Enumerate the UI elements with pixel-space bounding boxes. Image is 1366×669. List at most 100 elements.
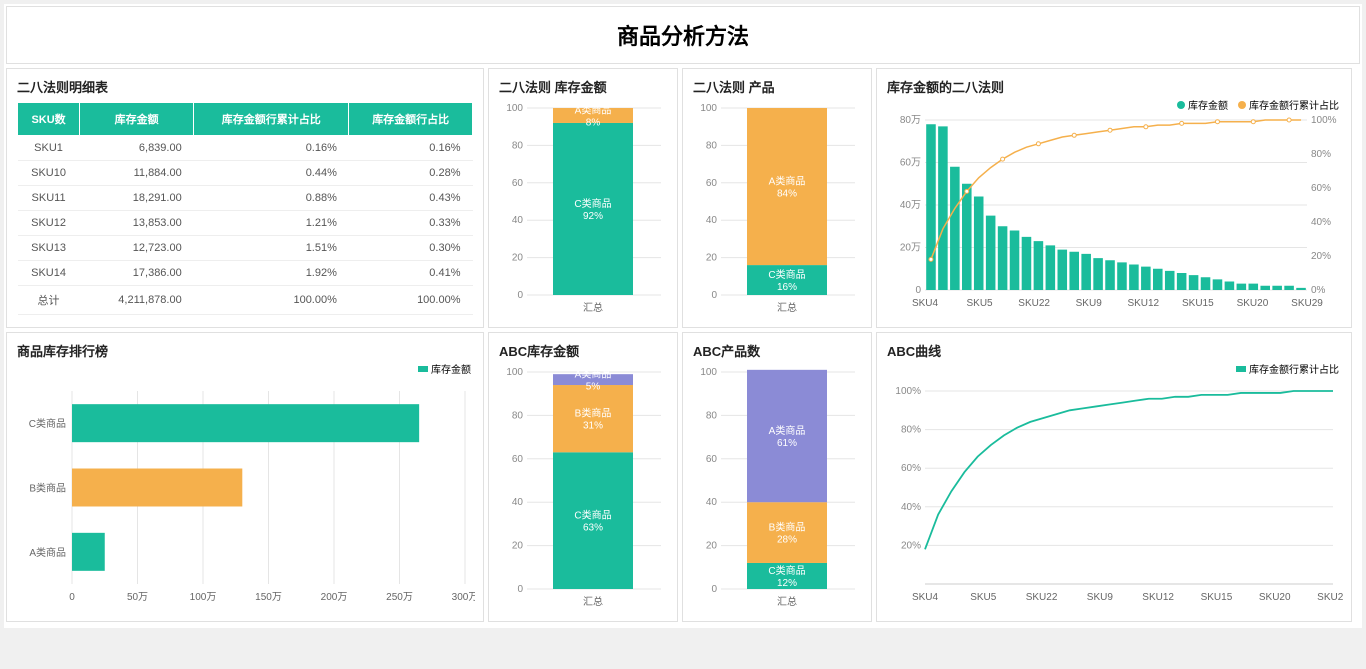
- stacked28-inv-card: 二八法则 库存金额 020406080100C类商品92%A类商品8%汇总: [488, 68, 678, 328]
- svg-text:61%: 61%: [777, 438, 797, 449]
- svg-text:100: 100: [506, 367, 523, 378]
- table-row: SKU1213,853.001.21%0.33%: [18, 211, 473, 236]
- abc-inv-title: ABC库存金额: [499, 341, 667, 360]
- pareto-title: 库存金额的二八法则: [887, 77, 1341, 96]
- svg-text:92%: 92%: [583, 211, 603, 222]
- svg-text:SKU15: SKU15: [1182, 298, 1214, 309]
- svg-text:20%: 20%: [1311, 251, 1331, 262]
- hbar-card: 商品库存排行榜 库存金额 050万100万150万200万250万300万C类商…: [6, 332, 484, 622]
- svg-text:40: 40: [706, 497, 718, 508]
- svg-text:SKU9: SKU9: [1087, 592, 1114, 603]
- svg-text:A类商品: A类商品: [29, 546, 66, 559]
- stacked28-prod-card: 二八法则 产品 020406080100C类商品16%A类商品84%汇总: [682, 68, 872, 328]
- svg-text:84%: 84%: [777, 189, 797, 200]
- table-row: SKU1417,386.001.92%0.41%: [18, 261, 473, 286]
- svg-text:SKU12: SKU12: [1142, 592, 1174, 603]
- svg-text:A类商品: A类商品: [575, 103, 612, 116]
- svg-text:8%: 8%: [586, 117, 601, 128]
- svg-text:B类商品: B类商品: [575, 407, 612, 420]
- svg-text:汇总: 汇总: [583, 595, 603, 608]
- svg-text:60%: 60%: [1311, 183, 1331, 194]
- svg-text:100%: 100%: [1311, 115, 1337, 126]
- table-card: 二八法则明细表 SKU数库存金额库存金额行累计占比库存金额行占比 SKU16,8…: [6, 68, 484, 328]
- svg-text:16%: 16%: [777, 282, 797, 293]
- svg-text:20: 20: [706, 541, 718, 552]
- svg-text:28%: 28%: [777, 535, 797, 546]
- stacked28-inv-title: 二八法则 库存金额: [499, 77, 667, 96]
- svg-text:20: 20: [706, 253, 718, 264]
- svg-text:12%: 12%: [777, 578, 797, 589]
- svg-text:80: 80: [512, 140, 524, 151]
- detail-table: SKU数库存金额库存金额行累计占比库存金额行占比 SKU16,839.000.1…: [17, 102, 473, 315]
- svg-text:SKU5: SKU5: [970, 592, 997, 603]
- abc-curve-legend-label: 库存金额行累计占比: [1249, 361, 1339, 376]
- table-row: SKU1118,291.000.88%0.43%: [18, 186, 473, 211]
- abc-curve-legend: 库存金额行累计占比: [1236, 361, 1339, 376]
- svg-text:20: 20: [512, 541, 524, 552]
- svg-text:B类商品: B类商品: [769, 521, 806, 534]
- svg-text:60: 60: [706, 178, 718, 189]
- svg-text:80万: 80万: [900, 115, 921, 126]
- svg-text:SKU4: SKU4: [912, 298, 939, 309]
- pareto-legend-2: 库存金额行累计占比: [1249, 97, 1339, 112]
- svg-text:0: 0: [711, 584, 717, 595]
- svg-text:40: 40: [512, 497, 524, 508]
- table-row: SKU16,839.000.16%0.16%: [18, 136, 473, 161]
- table-title: 二八法则明细表: [17, 77, 473, 96]
- svg-text:SKU22: SKU22: [1018, 298, 1050, 309]
- pareto-legend: 库存金额 库存金额行累计占比: [1177, 97, 1339, 112]
- svg-text:100: 100: [506, 103, 523, 114]
- svg-text:汇总: 汇总: [583, 301, 603, 314]
- svg-text:SKU20: SKU20: [1237, 298, 1269, 309]
- svg-text:40: 40: [512, 215, 524, 226]
- col-header: 库存金额行累计占比: [194, 103, 349, 136]
- svg-text:100万: 100万: [190, 592, 217, 603]
- svg-text:SKU29: SKU29: [1317, 592, 1343, 603]
- hbar-legend-label: 库存金额: [431, 361, 471, 376]
- svg-text:80%: 80%: [1311, 149, 1331, 160]
- svg-text:C类商品: C类商品: [574, 197, 611, 210]
- svg-text:SKU29: SKU29: [1291, 298, 1323, 309]
- abc-curve-card: ABC曲线 库存金额行累计占比 20%40%60%80%100%SKU4SKU5…: [876, 332, 1352, 622]
- abc-prod-title: ABC产品数: [693, 341, 861, 360]
- svg-text:300万: 300万: [452, 592, 475, 603]
- svg-text:0: 0: [915, 285, 921, 296]
- svg-text:150万: 150万: [255, 592, 282, 603]
- abc-curve-title: ABC曲线: [887, 341, 1341, 360]
- svg-text:60%: 60%: [901, 463, 921, 474]
- svg-text:100%: 100%: [895, 386, 921, 397]
- svg-text:C类商品: C类商品: [768, 268, 805, 281]
- pareto-legend-1: 库存金额: [1188, 97, 1228, 112]
- col-header: 库存金额行占比: [349, 103, 473, 136]
- stacked28-prod-title: 二八法则 产品: [693, 77, 861, 96]
- svg-text:SKU22: SKU22: [1026, 592, 1058, 603]
- abc-inv-card: ABC库存金额 020406080100C类商品63%B类商品31%A类商品5%…: [488, 332, 678, 622]
- svg-text:C类商品: C类商品: [768, 564, 805, 577]
- svg-text:250万: 250万: [386, 592, 413, 603]
- svg-text:汇总: 汇总: [777, 595, 797, 608]
- svg-text:A类商品: A类商品: [575, 368, 612, 381]
- table-row: SKU1312,723.001.51%0.30%: [18, 236, 473, 261]
- svg-text:80: 80: [512, 410, 524, 421]
- svg-text:60: 60: [706, 454, 718, 465]
- svg-text:SKU12: SKU12: [1127, 298, 1159, 309]
- svg-text:0%: 0%: [1311, 285, 1326, 296]
- svg-text:B类商品: B类商品: [29, 482, 66, 495]
- svg-text:SKU9: SKU9: [1076, 298, 1103, 309]
- svg-text:20: 20: [512, 253, 524, 264]
- col-header: SKU数: [18, 103, 80, 136]
- svg-text:50万: 50万: [127, 592, 148, 603]
- pareto-card: 库存金额的二八法则 库存金额 库存金额行累计占比 020万40万60万80万0%…: [876, 68, 1352, 328]
- svg-text:31%: 31%: [583, 421, 603, 432]
- svg-text:A类商品: A类商品: [769, 424, 806, 437]
- svg-text:100: 100: [700, 103, 717, 114]
- svg-text:60万: 60万: [900, 158, 921, 169]
- col-header: 库存金额: [80, 103, 194, 136]
- svg-text:80%: 80%: [901, 425, 921, 436]
- svg-text:0: 0: [517, 584, 523, 595]
- svg-text:0: 0: [69, 592, 75, 603]
- svg-text:20万: 20万: [900, 243, 921, 254]
- svg-text:100: 100: [700, 367, 717, 378]
- svg-text:40: 40: [706, 215, 718, 226]
- svg-text:SKU15: SKU15: [1201, 592, 1233, 603]
